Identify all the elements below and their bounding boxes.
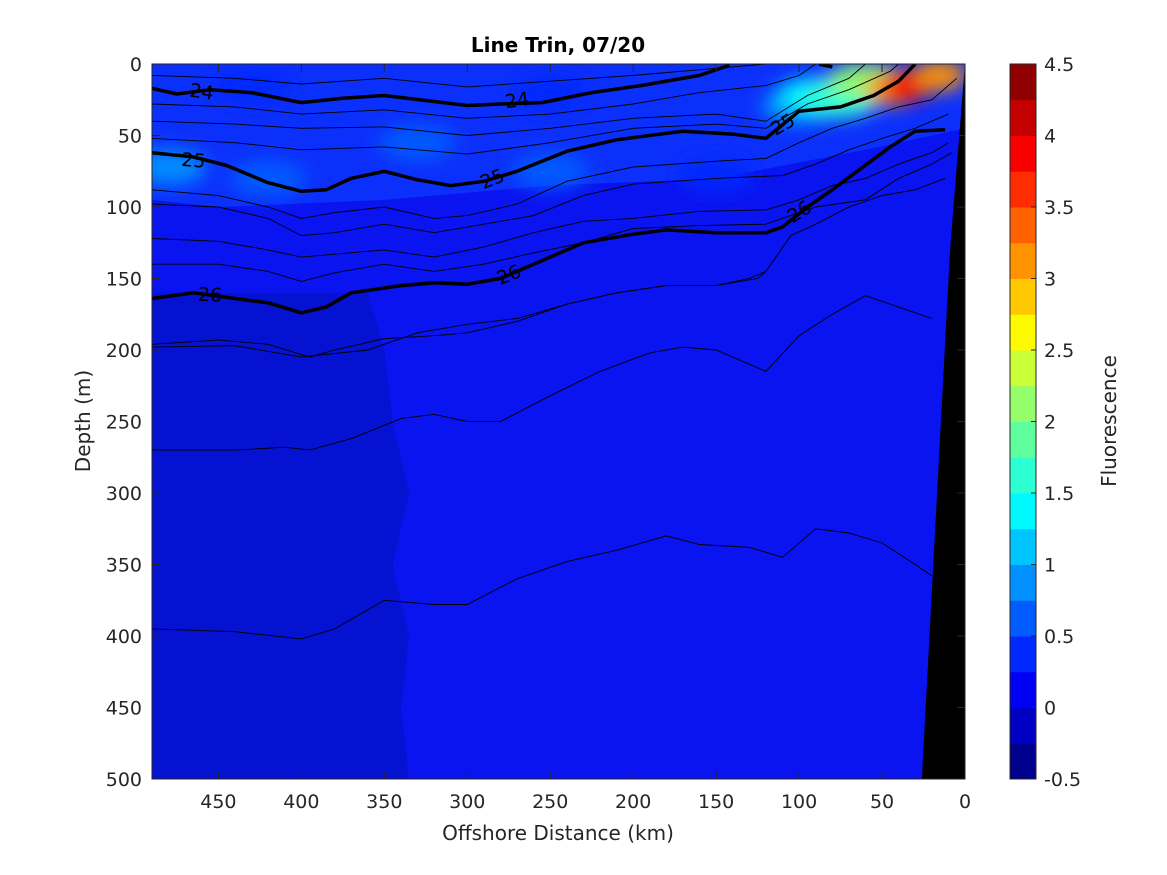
thin-contour-line — [152, 64, 866, 136]
colorbar-segment — [1010, 564, 1036, 601]
y-tick-label: 500 — [106, 769, 142, 791]
thin-contour-line — [152, 271, 767, 358]
x-tick-label: 450 — [200, 791, 236, 813]
colorbar-tick-label: 1.5 — [1044, 483, 1074, 505]
surface-layer — [152, 64, 965, 207]
x-tick-label: 250 — [532, 791, 568, 813]
contour-label: 25 — [180, 149, 206, 173]
y-axis: 0 50 100 150 200 250 300 350 400 450 500 — [106, 54, 965, 791]
colorbar-segment — [1010, 636, 1036, 673]
y-tick-label: 0 — [130, 54, 142, 76]
fluorescence-patch — [914, 64, 965, 92]
labeled-density-contours — [152, 64, 946, 315]
y-tick-label: 300 — [106, 483, 142, 505]
x-tick-label: 0 — [959, 791, 971, 813]
colorbar-segment — [1010, 743, 1036, 780]
thin-contour-line — [152, 113, 949, 237]
density-contour-26 — [152, 128, 946, 315]
density-contour-24 — [152, 64, 730, 108]
thin-contour-line — [152, 142, 949, 258]
y-tick-label: 250 — [106, 412, 142, 434]
thin-contour-line — [152, 64, 766, 88]
colorbar-segment — [1010, 671, 1036, 708]
colorbar-segment — [1010, 600, 1036, 637]
x-tick-label: 400 — [283, 791, 319, 813]
thin-contour-line — [152, 64, 816, 119]
thin-contour-line — [152, 528, 933, 640]
colorbar-label: Fluorescence — [1097, 355, 1121, 487]
thin-contour-line — [152, 152, 952, 282]
y-tick-label: 350 — [106, 555, 142, 577]
colorbar-segment — [1010, 421, 1036, 458]
colorbar-segment — [1010, 64, 1036, 101]
colorbar-tick-label: 3 — [1044, 269, 1056, 291]
colorbar-segment — [1010, 171, 1036, 208]
contour-label: 24 — [188, 80, 215, 105]
contour-label: 26 — [197, 284, 222, 307]
fluorescence-patch — [512, 153, 589, 190]
x-tick-label: 200 — [615, 791, 651, 813]
thin-contour-line — [152, 295, 932, 451]
colorbar-segment — [1010, 350, 1036, 387]
x-tick-label: 150 — [698, 791, 734, 813]
colorbar-tick-label: -0.5 — [1044, 769, 1081, 791]
x-tick-label: 350 — [366, 791, 402, 813]
colorbar-segment — [1010, 135, 1036, 172]
colorbar-tick-label: 4.5 — [1044, 54, 1074, 76]
contour-label: 24 — [504, 88, 531, 113]
thin-contour-line — [152, 77, 957, 219]
y-tick-label: 100 — [106, 197, 142, 219]
offshore-deep-region — [152, 292, 410, 779]
colorbar — [1009, 63, 1037, 780]
colorbar-segment — [1010, 457, 1036, 494]
colorbar-segment — [1010, 242, 1036, 279]
colorbar-segment — [1010, 99, 1036, 136]
colorbar-segment — [1010, 707, 1036, 744]
seafloor-mask — [921, 64, 965, 779]
colorbar-segment — [1010, 385, 1036, 422]
colorbar-tick-label: 3.5 — [1044, 197, 1074, 219]
density-contour-25 — [152, 64, 917, 194]
thin-contour-line — [152, 64, 899, 155]
x-tick-label: 50 — [870, 791, 894, 813]
y-tick-label: 400 — [106, 626, 142, 648]
y-axis-label: Depth (m) — [71, 370, 95, 472]
x-axis: 450 400 350 300 250 200 150 100 50 0 — [200, 64, 971, 813]
y-tick-label: 50 — [118, 126, 142, 148]
colorbar-segment — [1010, 278, 1036, 315]
colorbar-segment — [1010, 528, 1036, 565]
colorbar-tick-label: 0 — [1044, 698, 1056, 720]
fluorescence-patch — [678, 157, 755, 194]
colorbar-ticks: 4.5 4 3.5 3 2.5 2 1.5 1 0.5 0 -0.5 — [1031, 54, 1081, 791]
x-axis-label: Offshore Distance (km) — [442, 821, 674, 845]
y-tick-label: 200 — [106, 340, 142, 362]
x-tick-label: 100 — [781, 791, 817, 813]
colorbar-segment — [1010, 314, 1036, 351]
colorbar-tick-label: 4 — [1044, 126, 1056, 148]
chart-title: Line Trin, 07/20 — [471, 33, 645, 57]
x-tick-label: 300 — [449, 791, 485, 813]
y-tick-label: 150 — [106, 269, 142, 291]
colorbar-tick-label: 1 — [1044, 555, 1056, 577]
colorbar-segment — [1010, 207, 1036, 244]
colorbar-tick-label: 2 — [1044, 412, 1056, 434]
thin-density-contours — [152, 64, 957, 640]
colorbar-tick-label: 2.5 — [1044, 340, 1074, 362]
fluorescence-patch — [213, 67, 290, 104]
colorbar-tick-label: 0.5 — [1044, 626, 1074, 648]
y-tick-label: 450 — [106, 698, 142, 720]
colorbar-segment — [1010, 493, 1036, 530]
